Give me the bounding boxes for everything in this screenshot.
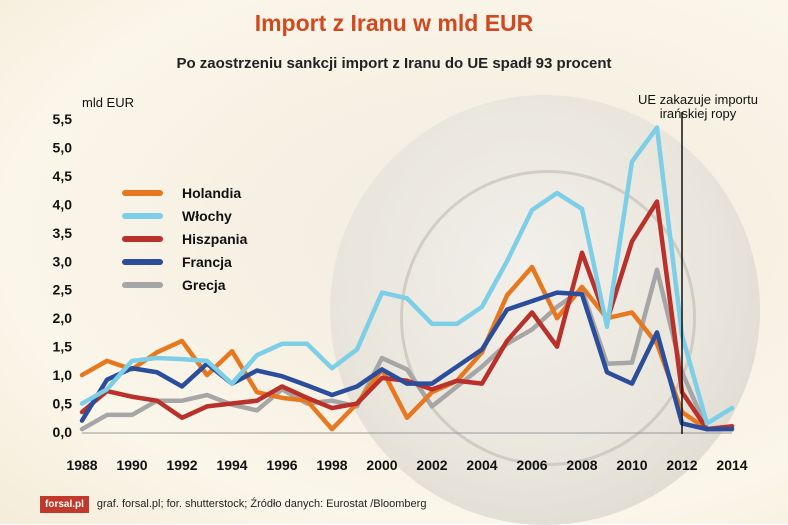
x-tick-label: 1996 bbox=[266, 457, 297, 473]
y-tick-label: 2,5 bbox=[53, 282, 73, 298]
annotation-text: irańskiej ropy bbox=[660, 106, 737, 121]
x-tick-label: 1992 bbox=[166, 457, 197, 473]
x-tick-label: 2008 bbox=[566, 457, 597, 473]
x-tick-label: 2004 bbox=[466, 457, 497, 473]
series-line-francja bbox=[79, 290, 735, 432]
euro-coin-rim bbox=[400, 170, 696, 466]
legend-label: Francja bbox=[182, 254, 232, 270]
x-tick-label: 2012 bbox=[666, 457, 697, 473]
y-tick-label: 1,0 bbox=[53, 367, 73, 383]
x-tick-label: 2014 bbox=[716, 457, 747, 473]
annotation-text: UE zakazuje importu bbox=[638, 92, 758, 107]
y-tick-label: 5,5 bbox=[53, 111, 73, 127]
legend-label: Włochy bbox=[182, 208, 232, 224]
y-axis-label: mld EUR bbox=[82, 95, 134, 110]
y-tick-label: 0,5 bbox=[53, 396, 73, 412]
legend-label: Hiszpania bbox=[182, 231, 248, 247]
series-line-włochy bbox=[79, 125, 735, 426]
series-line-grecja bbox=[79, 267, 735, 432]
x-tick-label: 1988 bbox=[66, 457, 97, 473]
x-tick-label: 1998 bbox=[316, 457, 347, 473]
x-tick-label: 2010 bbox=[616, 457, 647, 473]
y-tick-label: 0,0 bbox=[53, 424, 73, 440]
y-tick-label: 4,5 bbox=[53, 168, 73, 184]
x-tick-label: 2002 bbox=[416, 457, 447, 473]
y-tick-label: 1,5 bbox=[53, 339, 73, 355]
y-tick-label: 4,0 bbox=[53, 196, 73, 212]
y-tick-label: 5,0 bbox=[53, 139, 73, 155]
x-tick-label: 2006 bbox=[516, 457, 547, 473]
y-tick-label: 3,5 bbox=[53, 225, 73, 241]
x-tick-label: 1994 bbox=[216, 457, 247, 473]
chart-title: Import z Iranu w mld EUR bbox=[254, 10, 534, 36]
y-tick-label: 3,0 bbox=[53, 253, 73, 269]
series-line-hiszpania bbox=[79, 199, 735, 432]
forsal-logo[interactable]: forsal.pl bbox=[40, 495, 89, 513]
x-tick-label: 1990 bbox=[116, 457, 147, 473]
footer: forsal.pl graf. forsal.pl; for. shutters… bbox=[40, 494, 426, 514]
chart-subtitle: Po zaostrzeniu sankcji import z Iranu do… bbox=[176, 55, 612, 72]
legend-label: Grecja bbox=[182, 277, 226, 293]
series-line-holandia bbox=[79, 264, 735, 432]
x-tick-label: 2000 bbox=[366, 457, 397, 473]
legend-label: Holandia bbox=[182, 185, 241, 201]
source-credits: graf. forsal.pl; for. shutterstock; Źród… bbox=[96, 498, 427, 510]
y-tick-label: 2,0 bbox=[53, 310, 73, 326]
